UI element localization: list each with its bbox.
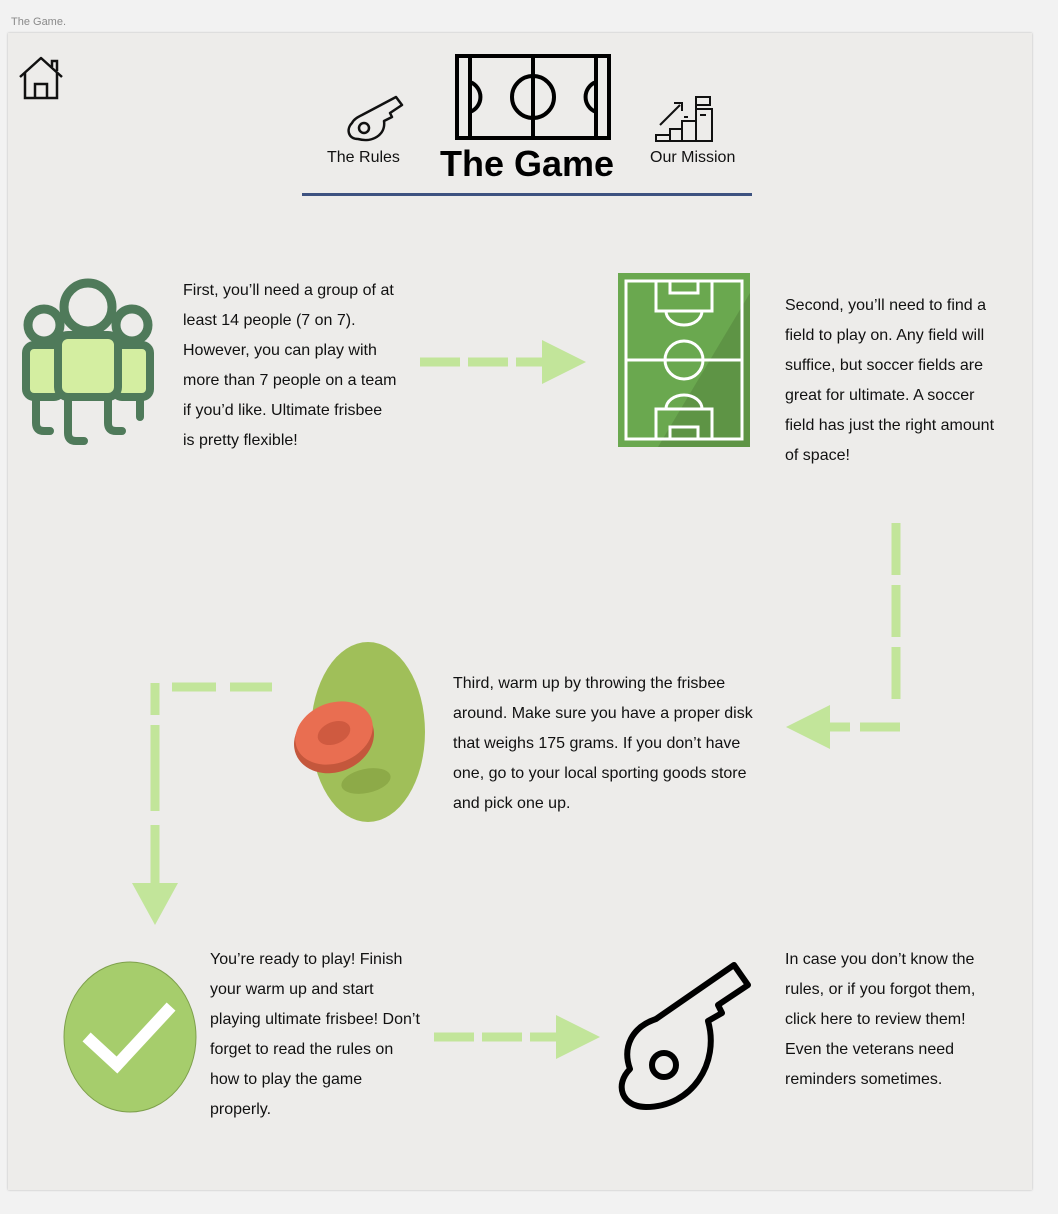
nav-underline [302,193,752,196]
step-1-paragraph: First, you’ll need a group of at least 1… [183,282,397,449]
step-4-paragraph: You’re ready to play! Finish your warm u… [210,951,420,1118]
nav-rules-whistle-icon[interactable] [344,95,410,143]
page-title: The Game [440,143,615,184]
soccer-field-logo-icon [455,54,611,140]
group-people-icon [22,277,154,447]
step-1-text: First, you’ll need a group of at least 1… [183,276,398,456]
checkmark-icon [63,961,197,1113]
nav-mission-link[interactable]: Our Mission [650,149,736,166]
arrow-left-down-3 [130,679,274,927]
arrow-down-left-2 [784,523,908,753]
step-2-paragraph: Second, you’ll need to find a field to p… [785,297,995,464]
soccer-field-icon [618,273,750,447]
arrow-right-1 [420,338,588,386]
whistle-icon[interactable] [616,961,752,1110]
nav-rules-link[interactable]: The Rules [327,149,400,166]
step-3-text: Third, warm up by throwing the frisbee a… [453,669,763,819]
arrow-right-4 [434,1013,602,1061]
step-5-text[interactable]: In case you don’t know the rules, or if … [785,945,995,1095]
artboard: The Rules The Game Our Mission [8,33,1032,1190]
step-3-paragraph: Third, warm up by throwing the frisbee a… [453,675,753,812]
step-2-text: Second, you’ll need to find a field to p… [785,291,995,471]
home-icon[interactable] [17,55,65,101]
nav-mission-stairs-icon[interactable] [652,95,716,143]
step-5-paragraph[interactable]: In case you don’t know the rules, or if … [785,951,976,1088]
frisbee-disk-icon [292,641,432,823]
step-4-text: You’re ready to play! Finish your warm u… [210,945,420,1125]
window-title: The Game. [11,16,67,28]
